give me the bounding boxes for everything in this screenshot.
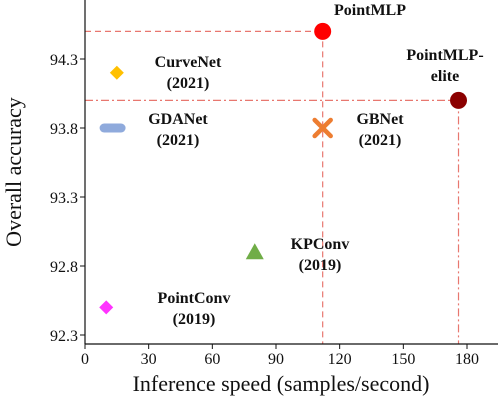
x-tick-label: 30 xyxy=(141,351,157,368)
x-tick-label: 180 xyxy=(455,351,479,368)
x-ticks: 0 30 60 90 120 150 180 xyxy=(81,344,479,368)
point-gdanet-2021 xyxy=(99,123,126,133)
label-pointmlp-elite: PointMLP-elite xyxy=(406,47,483,85)
y-tick-label: 93.8 xyxy=(50,121,78,138)
point-gbnet-2021 xyxy=(312,117,333,139)
label-curvenet-2021: CurveNet (2021) xyxy=(155,54,222,92)
point-labels: PointMLP PointMLP-elite CurveNet (2021) GDAN… xyxy=(148,2,483,328)
guide-lines xyxy=(85,30,460,344)
x-tick-label: 60 xyxy=(204,351,220,368)
label-pointmlp: PointMLP xyxy=(334,2,406,19)
x-axis-title: Inference speed (samples/second) xyxy=(133,371,430,396)
x-tick-label: 0 xyxy=(81,351,89,368)
y-tick-label: 94.3 xyxy=(50,52,78,69)
y-tick-label: 93.3 xyxy=(50,190,78,207)
y-axis-title: Overall accuracy xyxy=(1,97,26,247)
data-points xyxy=(99,22,468,315)
point-pointmlp-elite xyxy=(450,91,468,109)
y-tick-label: 92.3 xyxy=(50,328,78,345)
y-ticks: 92.3 92.8 93.3 93.8 94.3 xyxy=(50,52,85,345)
chart-axes xyxy=(84,0,498,345)
x-tick-label: 90 xyxy=(268,351,284,368)
label-gbnet-2021: GBNet (2021) xyxy=(356,111,404,149)
point-pointmlp xyxy=(314,22,332,40)
x-tick-label: 120 xyxy=(328,351,352,368)
point-curvenet-2021 xyxy=(109,65,124,80)
x-tick-label: 150 xyxy=(391,351,415,368)
point-kpconv-2019 xyxy=(245,243,264,260)
label-gdanet-2021: GDANet (2021) xyxy=(148,111,208,149)
label-pointconv-2019: PointConv (2019) xyxy=(158,290,231,328)
y-tick-label: 92.8 xyxy=(50,259,78,276)
point-pointconv-2019 xyxy=(99,300,114,315)
label-kpconv-2019: KPConv (2019) xyxy=(291,236,350,274)
